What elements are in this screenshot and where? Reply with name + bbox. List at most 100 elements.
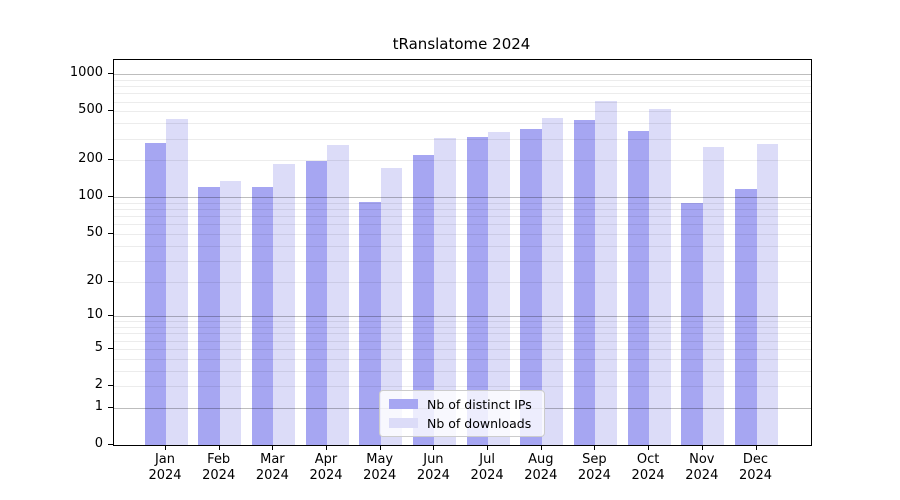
- x-tick-month: Aug: [528, 452, 554, 467]
- x-tick-year: 2024: [631, 467, 665, 483]
- bar-distinct-ips-oct: [627, 131, 650, 445]
- x-tick-mark-jun: [433, 445, 435, 450]
- x-tick-mark-dec: [755, 445, 757, 450]
- bar-downloads-dec: [756, 144, 778, 445]
- x-tick-label-feb: Feb 2024: [191, 452, 247, 483]
- x-tick-month: Apr: [314, 452, 338, 467]
- x-tick-month: Feb: [207, 452, 231, 467]
- y-tick-mark-200: [108, 159, 113, 161]
- x-tick-year: 2024: [738, 467, 773, 483]
- y-tick-mark-2: [108, 385, 113, 386]
- x-tick-year: 2024: [148, 467, 182, 483]
- legend: Nb of distinct IPs Nb of downloads: [379, 390, 545, 437]
- legend-swatch-downloads: [389, 418, 418, 428]
- x-tick-year: 2024: [685, 467, 719, 483]
- y-tick-mark-0: [108, 444, 113, 445]
- bar-distinct-ips-sep: [573, 120, 596, 445]
- y-tick-label-5: 5: [94, 339, 103, 355]
- legend-label-distinct-ips: Nb of distinct IPs: [427, 396, 532, 412]
- x-tick-month: Jun: [423, 452, 444, 467]
- x-tick-month: Dec: [742, 452, 769, 467]
- x-tick-label-jun: Jun 2024: [405, 452, 461, 483]
- x-tick-mark-sep: [594, 445, 596, 450]
- bar-distinct-ips-aug: [520, 129, 542, 445]
- y-tick-label-2: 2: [94, 377, 103, 392]
- bar-downloads-jun: [434, 138, 456, 445]
- bar-downloads-oct: [649, 109, 671, 445]
- bar-downloads-jul: [488, 132, 510, 445]
- bar-downloads-apr: [327, 145, 349, 445]
- x-tick-year: 2024: [470, 467, 504, 483]
- legend-label-downloads: Nb of downloads: [427, 415, 532, 431]
- x-tick-mark-may: [379, 445, 381, 450]
- x-tick-year: 2024: [416, 467, 450, 483]
- x-tick-month: Jan: [154, 452, 176, 467]
- bar-distinct-ips-jun: [412, 155, 435, 445]
- bar-distinct-ips-apr: [305, 161, 327, 445]
- bar-distinct-ips-feb: [198, 186, 220, 445]
- legend-item-downloads: Nb of downloads: [389, 416, 535, 431]
- x-tick-label-aug: Aug 2024: [513, 452, 569, 483]
- y-tick-label-100: 100: [78, 188, 103, 204]
- x-tick-label-jan: Jan 2024: [137, 452, 193, 483]
- x-tick-month: Nov: [689, 452, 715, 467]
- x-tick-label-dec: Dec 2024: [728, 452, 784, 483]
- x-tick-label-apr: Apr 2024: [298, 452, 354, 483]
- x-tick-month: Jul: [479, 452, 495, 467]
- bar-downloads-mar: [273, 164, 295, 445]
- bar-distinct-ips-may: [359, 202, 381, 445]
- y-tick-label-0: 0: [94, 436, 103, 451]
- y-tick-label-1000: 1000: [69, 65, 103, 81]
- x-tick-label-may: May 2024: [352, 452, 408, 483]
- x-tick-label-nov: Nov 2024: [674, 452, 730, 483]
- y-tick-mark-5: [108, 347, 113, 349]
- y-tick-label-200: 200: [78, 151, 103, 167]
- x-tick-label-mar: Mar 2024: [244, 452, 300, 483]
- x-tick-year: 2024: [202, 467, 236, 483]
- x-tick-mark-aug: [540, 445, 542, 450]
- bar-downloads-may: [380, 168, 403, 445]
- bar-downloads-aug: [541, 118, 564, 445]
- bars-layer: [114, 60, 811, 445]
- x-tick-label-oct: Oct 2024: [620, 452, 676, 483]
- x-tick-month: Sep: [582, 452, 607, 467]
- x-tick-month: May: [366, 452, 394, 467]
- y-tick-label-1: 1: [94, 398, 103, 414]
- y-tick-label-10: 10: [86, 307, 103, 323]
- y-tick-label-50: 50: [86, 224, 103, 240]
- plot-area: Nb of distinct IPs Nb of downloads: [113, 59, 812, 446]
- y-tick-mark-500: [108, 110, 113, 112]
- bar-downloads-sep: [595, 101, 617, 445]
- bar-downloads-jan: [166, 118, 188, 445]
- bar-distinct-ips-jul: [466, 137, 489, 445]
- x-tick-mark-apr: [326, 445, 327, 450]
- x-tick-month: Oct: [636, 452, 660, 467]
- bar-downloads-nov: [702, 146, 725, 445]
- x-tick-mark-nov: [701, 445, 703, 450]
- x-tick-year: 2024: [255, 467, 289, 483]
- x-tick-label-jul: Jul 2024: [459, 452, 515, 483]
- bar-distinct-ips-nov: [681, 203, 703, 445]
- x-tick-year: 2024: [524, 467, 558, 483]
- y-tick-mark-50: [108, 232, 113, 234]
- x-tick-year: 2024: [309, 467, 343, 483]
- y-tick-mark-10: [108, 315, 113, 317]
- y-tick-mark-20: [108, 280, 113, 282]
- x-tick-mark-jan: [165, 445, 166, 450]
- y-tick-label-500: 500: [78, 102, 103, 118]
- x-tick-mark-oct: [648, 445, 650, 450]
- y-tick-mark-100: [108, 196, 113, 198]
- bar-distinct-ips-mar: [251, 186, 274, 445]
- legend-swatch-distinct-ips: [389, 399, 418, 409]
- x-tick-month: Mar: [260, 452, 285, 467]
- legend-item-distinct-ips: Nb of distinct IPs: [389, 397, 535, 412]
- x-tick-mark-feb: [218, 445, 220, 450]
- chart-title: tRanslatome 2024: [392, 35, 531, 53]
- y-tick-mark-1: [108, 406, 113, 408]
- x-tick-label-sep: Sep 2024: [566, 452, 622, 483]
- y-tick-mark-1000: [108, 73, 113, 75]
- y-tick-label-20: 20: [86, 272, 103, 288]
- x-tick-year: 2024: [363, 467, 397, 483]
- x-tick-mark-jul: [487, 445, 489, 450]
